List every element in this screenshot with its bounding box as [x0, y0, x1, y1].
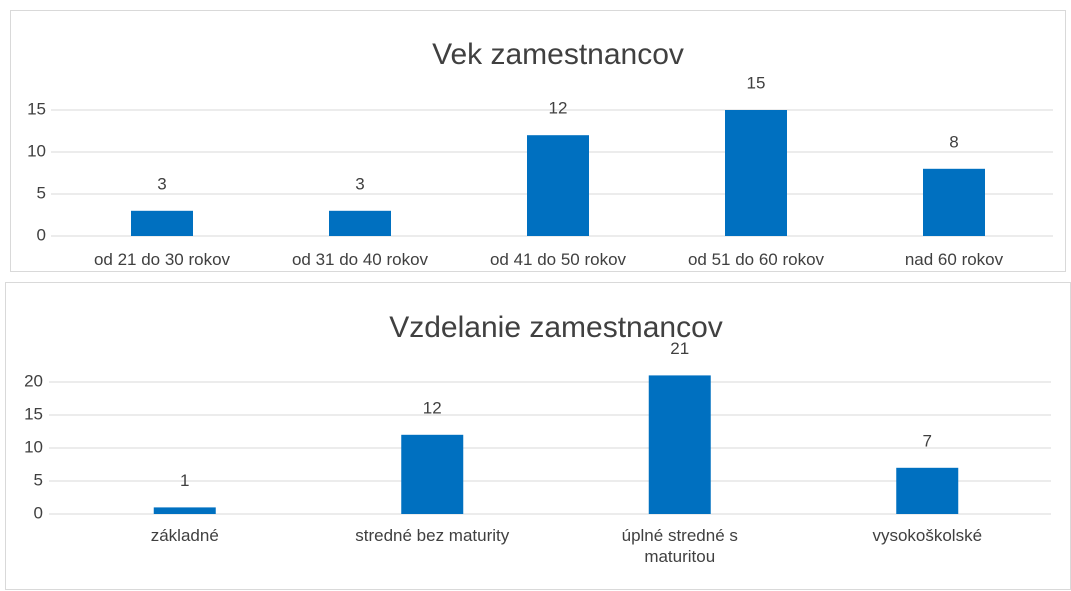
chart: Vzdelanie zamestnancov 0 5 10 15 20 1 12 21 7	[24, 311, 1051, 522]
data-label: 12	[549, 99, 568, 118]
x-tick-label: od 31 do 40 rokov	[291, 250, 429, 269]
chart-box: Vek zamestnancov 0 5 10 15 3 3 12 15 8 od 21 do 30…	[10, 10, 1066, 272]
bar	[401, 434, 464, 514]
bar	[896, 467, 959, 514]
x-tick-label: úplné stredné s maturitou	[621, 526, 738, 566]
data-label: 3	[355, 174, 364, 193]
y-tick-label: 5	[34, 470, 43, 489]
y-tick-label: 5	[37, 183, 46, 202]
chart: Vek zamestnancov 0 5 10 15 3 3 12 15 8	[27, 38, 1053, 244]
chart-title: Vzdelanie zamestnancov	[389, 311, 723, 344]
x-tick-label: vysokoškolské	[872, 526, 983, 545]
data-label: 21	[670, 339, 689, 358]
bar	[725, 110, 787, 236]
chart-title: Vek zamestnancov	[432, 38, 684, 71]
y-tick-label: 10	[24, 437, 43, 456]
x-tick-label: základné	[150, 526, 219, 545]
bar	[329, 210, 391, 236]
bar	[153, 507, 216, 514]
y-tick-label: 0	[37, 225, 46, 244]
data-label: 1	[180, 471, 189, 490]
data-label: 3	[157, 174, 166, 193]
y-tick-label: 20	[24, 371, 43, 390]
chart-box: Vzdelanie zamestnancov 0 5 10 15 20 1 12 21 7 zákl…	[5, 282, 1071, 590]
y-tick-label: 0	[34, 503, 43, 522]
x-tick-label: od 21 do 30 rokov	[93, 250, 231, 269]
y-tick-label: 15	[24, 404, 43, 423]
bar	[648, 375, 711, 514]
bar	[131, 210, 193, 236]
bar	[923, 168, 985, 236]
y-tick-label: 10	[27, 141, 46, 160]
y-tick-label: 15	[27, 99, 46, 118]
x-tick-label: od 51 do 60 rokov	[687, 250, 825, 269]
data-label: 15	[747, 73, 766, 92]
data-label: 12	[423, 398, 442, 417]
data-label: 7	[923, 431, 932, 450]
bar	[527, 135, 589, 236]
x-tick-label: stredné bez maturity	[355, 526, 510, 545]
x-tick-label: od 41 do 50 rokov	[489, 250, 627, 269]
data-label: 8	[949, 132, 958, 151]
x-tick-label: nad 60 rokov	[904, 250, 1004, 269]
